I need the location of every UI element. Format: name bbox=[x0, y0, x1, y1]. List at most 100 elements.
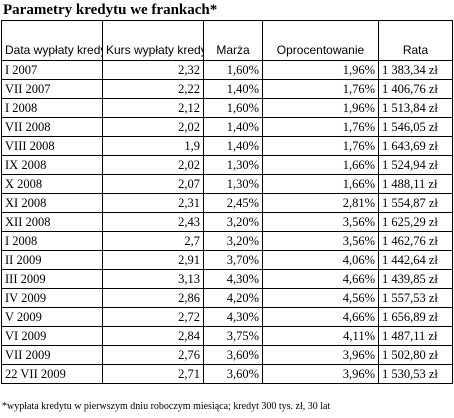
cell-margin: 1,30% bbox=[203, 155, 263, 175]
cell-interest: 3,56% bbox=[262, 212, 379, 232]
cell-margin: 1,40% bbox=[203, 136, 263, 156]
cell-margin: 3,20% bbox=[203, 212, 263, 232]
cell-interest: 1,66% bbox=[262, 155, 379, 175]
cell-date: VI 2009 bbox=[1, 326, 103, 346]
cell-interest: 3,56% bbox=[262, 231, 379, 251]
table-row: VII 2009 2,76 3,60% 3,96% 1 502,80 zł bbox=[1, 345, 453, 365]
table-body: I 2007 2,32 1,60% 1,96% 1 383,34 zł VII 2007 2… bbox=[1, 60, 453, 384]
cell-installment: 1 439,85 zł bbox=[378, 269, 453, 289]
cell-date: II 2009 bbox=[1, 250, 103, 270]
cell-margin: 3,75% bbox=[203, 326, 263, 346]
credit-parameters-table: Data wypłaty kredytu Kurs wypłaty kredyt… bbox=[1, 20, 453, 384]
cell-date: IV 2009 bbox=[1, 288, 103, 308]
cell-margin: 1,60% bbox=[203, 98, 263, 118]
cell-margin: 3,20% bbox=[203, 231, 263, 251]
cell-installment: 1 524,94 zł bbox=[378, 155, 453, 175]
cell-installment: 1 530,53 zł bbox=[378, 364, 453, 384]
table-row: I 2007 2,32 1,60% 1,96% 1 383,34 zł bbox=[1, 60, 453, 80]
cell-interest: 1,76% bbox=[262, 136, 379, 156]
cell-exchange-rate: 2,43 bbox=[102, 212, 204, 232]
table-row: IX 2008 2,02 1,30% 1,66% 1 524,94 zł bbox=[1, 155, 453, 175]
cell-exchange-rate: 2,72 bbox=[102, 307, 204, 327]
table-header-row: Data wypłaty kredytu Kurs wypłaty kredyt… bbox=[1, 20, 453, 61]
cell-date: VII 2008 bbox=[1, 117, 103, 137]
cell-installment: 1 546,05 zł bbox=[378, 117, 453, 137]
cell-margin: 2,45% bbox=[203, 193, 263, 213]
cell-interest: 4,56% bbox=[262, 288, 379, 308]
cell-interest: 4,66% bbox=[262, 307, 379, 327]
cell-installment: 1 488,11 zł bbox=[378, 174, 453, 194]
cell-exchange-rate: 1,9 bbox=[102, 136, 204, 156]
table-row: V 2009 2,72 4,30% 4,66% 1 656,89 zł bbox=[1, 307, 453, 327]
cell-margin: 1,40% bbox=[203, 117, 263, 137]
cell-date: XI 2008 bbox=[1, 193, 103, 213]
header-date: Data wypłaty kredytu bbox=[1, 20, 103, 61]
cell-installment: 1 406,76 zł bbox=[378, 79, 453, 99]
cell-exchange-rate: 2,71 bbox=[102, 364, 204, 384]
table-row: XII 2008 2,43 3,20% 3,56% 1 625,29 zł bbox=[1, 212, 453, 232]
cell-margin: 4,20% bbox=[203, 288, 263, 308]
cell-date: I 2008 bbox=[1, 231, 103, 251]
cell-margin: 3,60% bbox=[203, 364, 263, 384]
table-row: VIII 2008 1,9 1,40% 1,76% 1 643,69 zł bbox=[1, 136, 453, 156]
cell-installment: 1 554,87 zł bbox=[378, 193, 453, 213]
table-row: III 2009 3,13 4,30% 4,66% 1 439,85 zł bbox=[1, 269, 453, 289]
cell-installment: 1 656,89 zł bbox=[378, 307, 453, 327]
cell-date: XII 2008 bbox=[1, 212, 103, 232]
cell-interest: 1,76% bbox=[262, 117, 379, 137]
cell-margin: 3,70% bbox=[203, 250, 263, 270]
cell-margin: 1,40% bbox=[203, 79, 263, 99]
header-margin: Marża bbox=[203, 20, 263, 61]
cell-interest: 3,96% bbox=[262, 364, 379, 384]
cell-interest: 1,96% bbox=[262, 98, 379, 118]
cell-exchange-rate: 2,91 bbox=[102, 250, 204, 270]
cell-interest: 1,76% bbox=[262, 79, 379, 99]
cell-margin: 3,60% bbox=[203, 345, 263, 365]
cell-installment: 1 383,34 zł bbox=[378, 60, 453, 80]
cell-exchange-rate: 2,32 bbox=[102, 60, 204, 80]
cell-date: III 2009 bbox=[1, 269, 103, 289]
table-row: 22 VII 2009 2,71 3,60% 3,96% 1 530,53 zł bbox=[1, 364, 453, 384]
cell-installment: 1 502,80 zł bbox=[378, 345, 453, 365]
cell-date: VII 2007 bbox=[1, 79, 103, 99]
cell-date: IX 2008 bbox=[1, 155, 103, 175]
cell-exchange-rate: 2,31 bbox=[102, 193, 204, 213]
header-exchange-rate: Kurs wypłaty kredytu bbox=[102, 20, 204, 61]
cell-exchange-rate: 2,07 bbox=[102, 174, 204, 194]
cell-interest: 2,81% bbox=[262, 193, 379, 213]
cell-exchange-rate: 2,12 bbox=[102, 98, 204, 118]
footnote: *wypłata kredytu w pierwszym dniu robocz… bbox=[2, 401, 331, 412]
cell-date: X 2008 bbox=[1, 174, 103, 194]
cell-exchange-rate: 2,7 bbox=[102, 231, 204, 251]
cell-installment: 1 625,29 zł bbox=[378, 212, 453, 232]
cell-margin: 4,30% bbox=[203, 307, 263, 327]
cell-exchange-rate: 2,76 bbox=[102, 345, 204, 365]
cell-interest: 1,96% bbox=[262, 60, 379, 80]
table-row: VII 2007 2,22 1,40% 1,76% 1 406,76 zł bbox=[1, 79, 453, 99]
table-row: XI 2008 2,31 2,45% 2,81% 1 554,87 zł bbox=[1, 193, 453, 213]
cell-exchange-rate: 2,86 bbox=[102, 288, 204, 308]
cell-margin: 1,60% bbox=[203, 60, 263, 80]
table-row: X 2008 2,07 1,30% 1,66% 1 488,11 zł bbox=[1, 174, 453, 194]
cell-exchange-rate: 2,02 bbox=[102, 117, 204, 137]
cell-installment: 1 557,53 zł bbox=[378, 288, 453, 308]
cell-exchange-rate: 2,22 bbox=[102, 79, 204, 99]
cell-exchange-rate: 2,84 bbox=[102, 326, 204, 346]
cell-interest: 4,06% bbox=[262, 250, 379, 270]
table-row: I 2008 2,12 1,60% 1,96% 1 513,84 zł bbox=[1, 98, 453, 118]
table-row: VI 2009 2,84 3,75% 4,11% 1 487,11 zł bbox=[1, 326, 453, 346]
cell-installment: 1 513,84 zł bbox=[378, 98, 453, 118]
table-row: II 2009 2,91 3,70% 4,06% 1 442,64 zł bbox=[1, 250, 453, 270]
cell-date: 22 VII 2009 bbox=[1, 364, 103, 384]
cell-installment: 1 487,11 zł bbox=[378, 326, 453, 346]
cell-interest: 3,96% bbox=[262, 345, 379, 365]
table-row: IV 2009 2,86 4,20% 4,56% 1 557,53 zł bbox=[1, 288, 453, 308]
table-row: VII 2008 2,02 1,40% 1,76% 1 546,05 zł bbox=[1, 117, 453, 137]
cell-date: I 2007 bbox=[1, 60, 103, 80]
cell-interest: 4,11% bbox=[262, 326, 379, 346]
cell-date: I 2008 bbox=[1, 98, 103, 118]
cell-installment: 1 462,76 zł bbox=[378, 231, 453, 251]
table-title: Parametry kredytu we frankach* bbox=[3, 2, 218, 18]
cell-date: V 2009 bbox=[1, 307, 103, 327]
cell-installment: 1 442,64 zł bbox=[378, 250, 453, 270]
